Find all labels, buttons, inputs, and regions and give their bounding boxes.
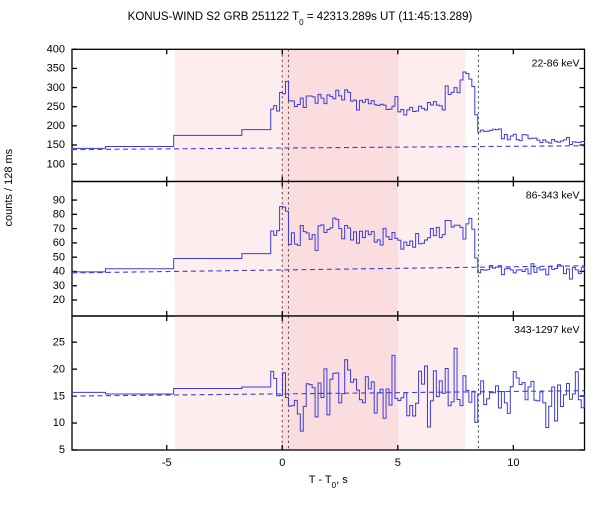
svg-text:5: 5 <box>395 457 401 469</box>
svg-text:70: 70 <box>53 223 65 235</box>
svg-text:15: 15 <box>53 390 65 402</box>
svg-text:343-1297 keV: 343-1297 keV <box>514 324 579 336</box>
svg-text:200: 200 <box>47 120 65 132</box>
svg-text:400: 400 <box>47 44 65 56</box>
svg-text:20: 20 <box>53 363 65 375</box>
svg-text:100: 100 <box>47 158 65 170</box>
svg-text:counts / 128 ms: counts / 128 ms <box>3 148 15 226</box>
svg-text:80: 80 <box>53 209 65 221</box>
svg-text:50: 50 <box>53 251 65 263</box>
svg-text:10: 10 <box>53 417 65 429</box>
svg-text:25: 25 <box>53 336 65 348</box>
svg-text:40: 40 <box>53 266 65 278</box>
svg-text:90: 90 <box>53 194 65 206</box>
svg-text:350: 350 <box>47 63 65 75</box>
svg-text:22-86 keV: 22-86 keV <box>532 57 580 69</box>
svg-text:20: 20 <box>53 294 65 306</box>
svg-text:10: 10 <box>507 457 519 469</box>
svg-text:-5: -5 <box>162 457 172 469</box>
svg-text:60: 60 <box>53 237 65 249</box>
svg-text:150: 150 <box>47 139 65 151</box>
svg-text:5: 5 <box>59 444 65 456</box>
svg-text:0: 0 <box>279 457 285 469</box>
svg-text:30: 30 <box>53 280 65 292</box>
svg-text:86-343 keV: 86-343 keV <box>526 190 580 202</box>
svg-text:300: 300 <box>47 82 65 94</box>
svg-text:250: 250 <box>47 101 65 113</box>
